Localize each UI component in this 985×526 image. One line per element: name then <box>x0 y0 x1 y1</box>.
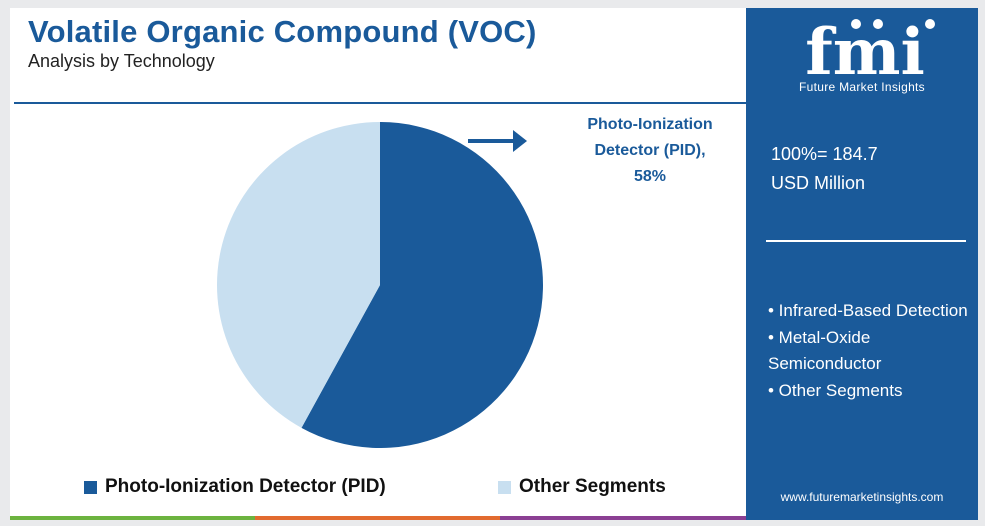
title-divider <box>14 102 746 104</box>
logo-text: fmi <box>805 15 925 90</box>
list-item: • Other Segments <box>768 380 903 400</box>
callout-line-2: Detector (PID), <box>594 142 706 159</box>
sidebar-panel: fmi Future Market Insights 100%= 184.7 U… <box>746 8 978 520</box>
sidebar-divider <box>766 240 966 242</box>
market-total: 100%= 184.7 USD Million <box>771 140 878 198</box>
logo-tagline: Future Market Insights <box>799 80 925 94</box>
callout-line-1: Photo-Ionization <box>587 116 713 133</box>
total-value: 100%= 184.7 <box>771 144 878 164</box>
legend-item-other: Other Segments <box>498 476 666 498</box>
fmi-logo: fmi <box>805 15 935 90</box>
pie-slices <box>217 122 543 448</box>
chart-title: Volatile Organic Compound (VOC) <box>28 14 537 49</box>
callout-line-3: 58% <box>633 168 667 185</box>
pie-slice-pid <box>301 122 543 448</box>
infographic-card: Volatile Organic Compound (VOC) Analysis… <box>10 8 978 520</box>
pie-slice-other-segments <box>217 122 380 428</box>
list-item: • Metal-Oxide Semiconductor <box>768 327 882 374</box>
legend-swatch-pid <box>84 480 97 494</box>
chart-subtitle: Analysis by Technology <box>28 51 215 71</box>
pie-chart <box>217 122 543 448</box>
legend-swatch-other <box>498 480 511 494</box>
callout-arrow <box>468 130 527 152</box>
website-url: www.futuremarketinsights.com <box>780 490 944 504</box>
total-unit: USD Million <box>771 173 866 193</box>
pid-callout-label: Photo-Ionization Detector (PID), 58% <box>565 112 735 190</box>
bottom-bar-purple <box>500 516 746 520</box>
bottom-bar-green <box>10 516 255 520</box>
legend-item-pid: Photo-Ionization Detector (PID) <box>84 476 386 498</box>
other-segments-list: • Infrared-Based Detection • Metal-Oxide… <box>768 298 973 404</box>
legend-label-pid: Photo-Ionization Detector (PID) <box>105 476 386 497</box>
legend-label-other: Other Segments <box>519 476 666 497</box>
list-item: • Infrared-Based Detection <box>768 301 968 320</box>
bottom-bar-orange <box>255 516 500 520</box>
